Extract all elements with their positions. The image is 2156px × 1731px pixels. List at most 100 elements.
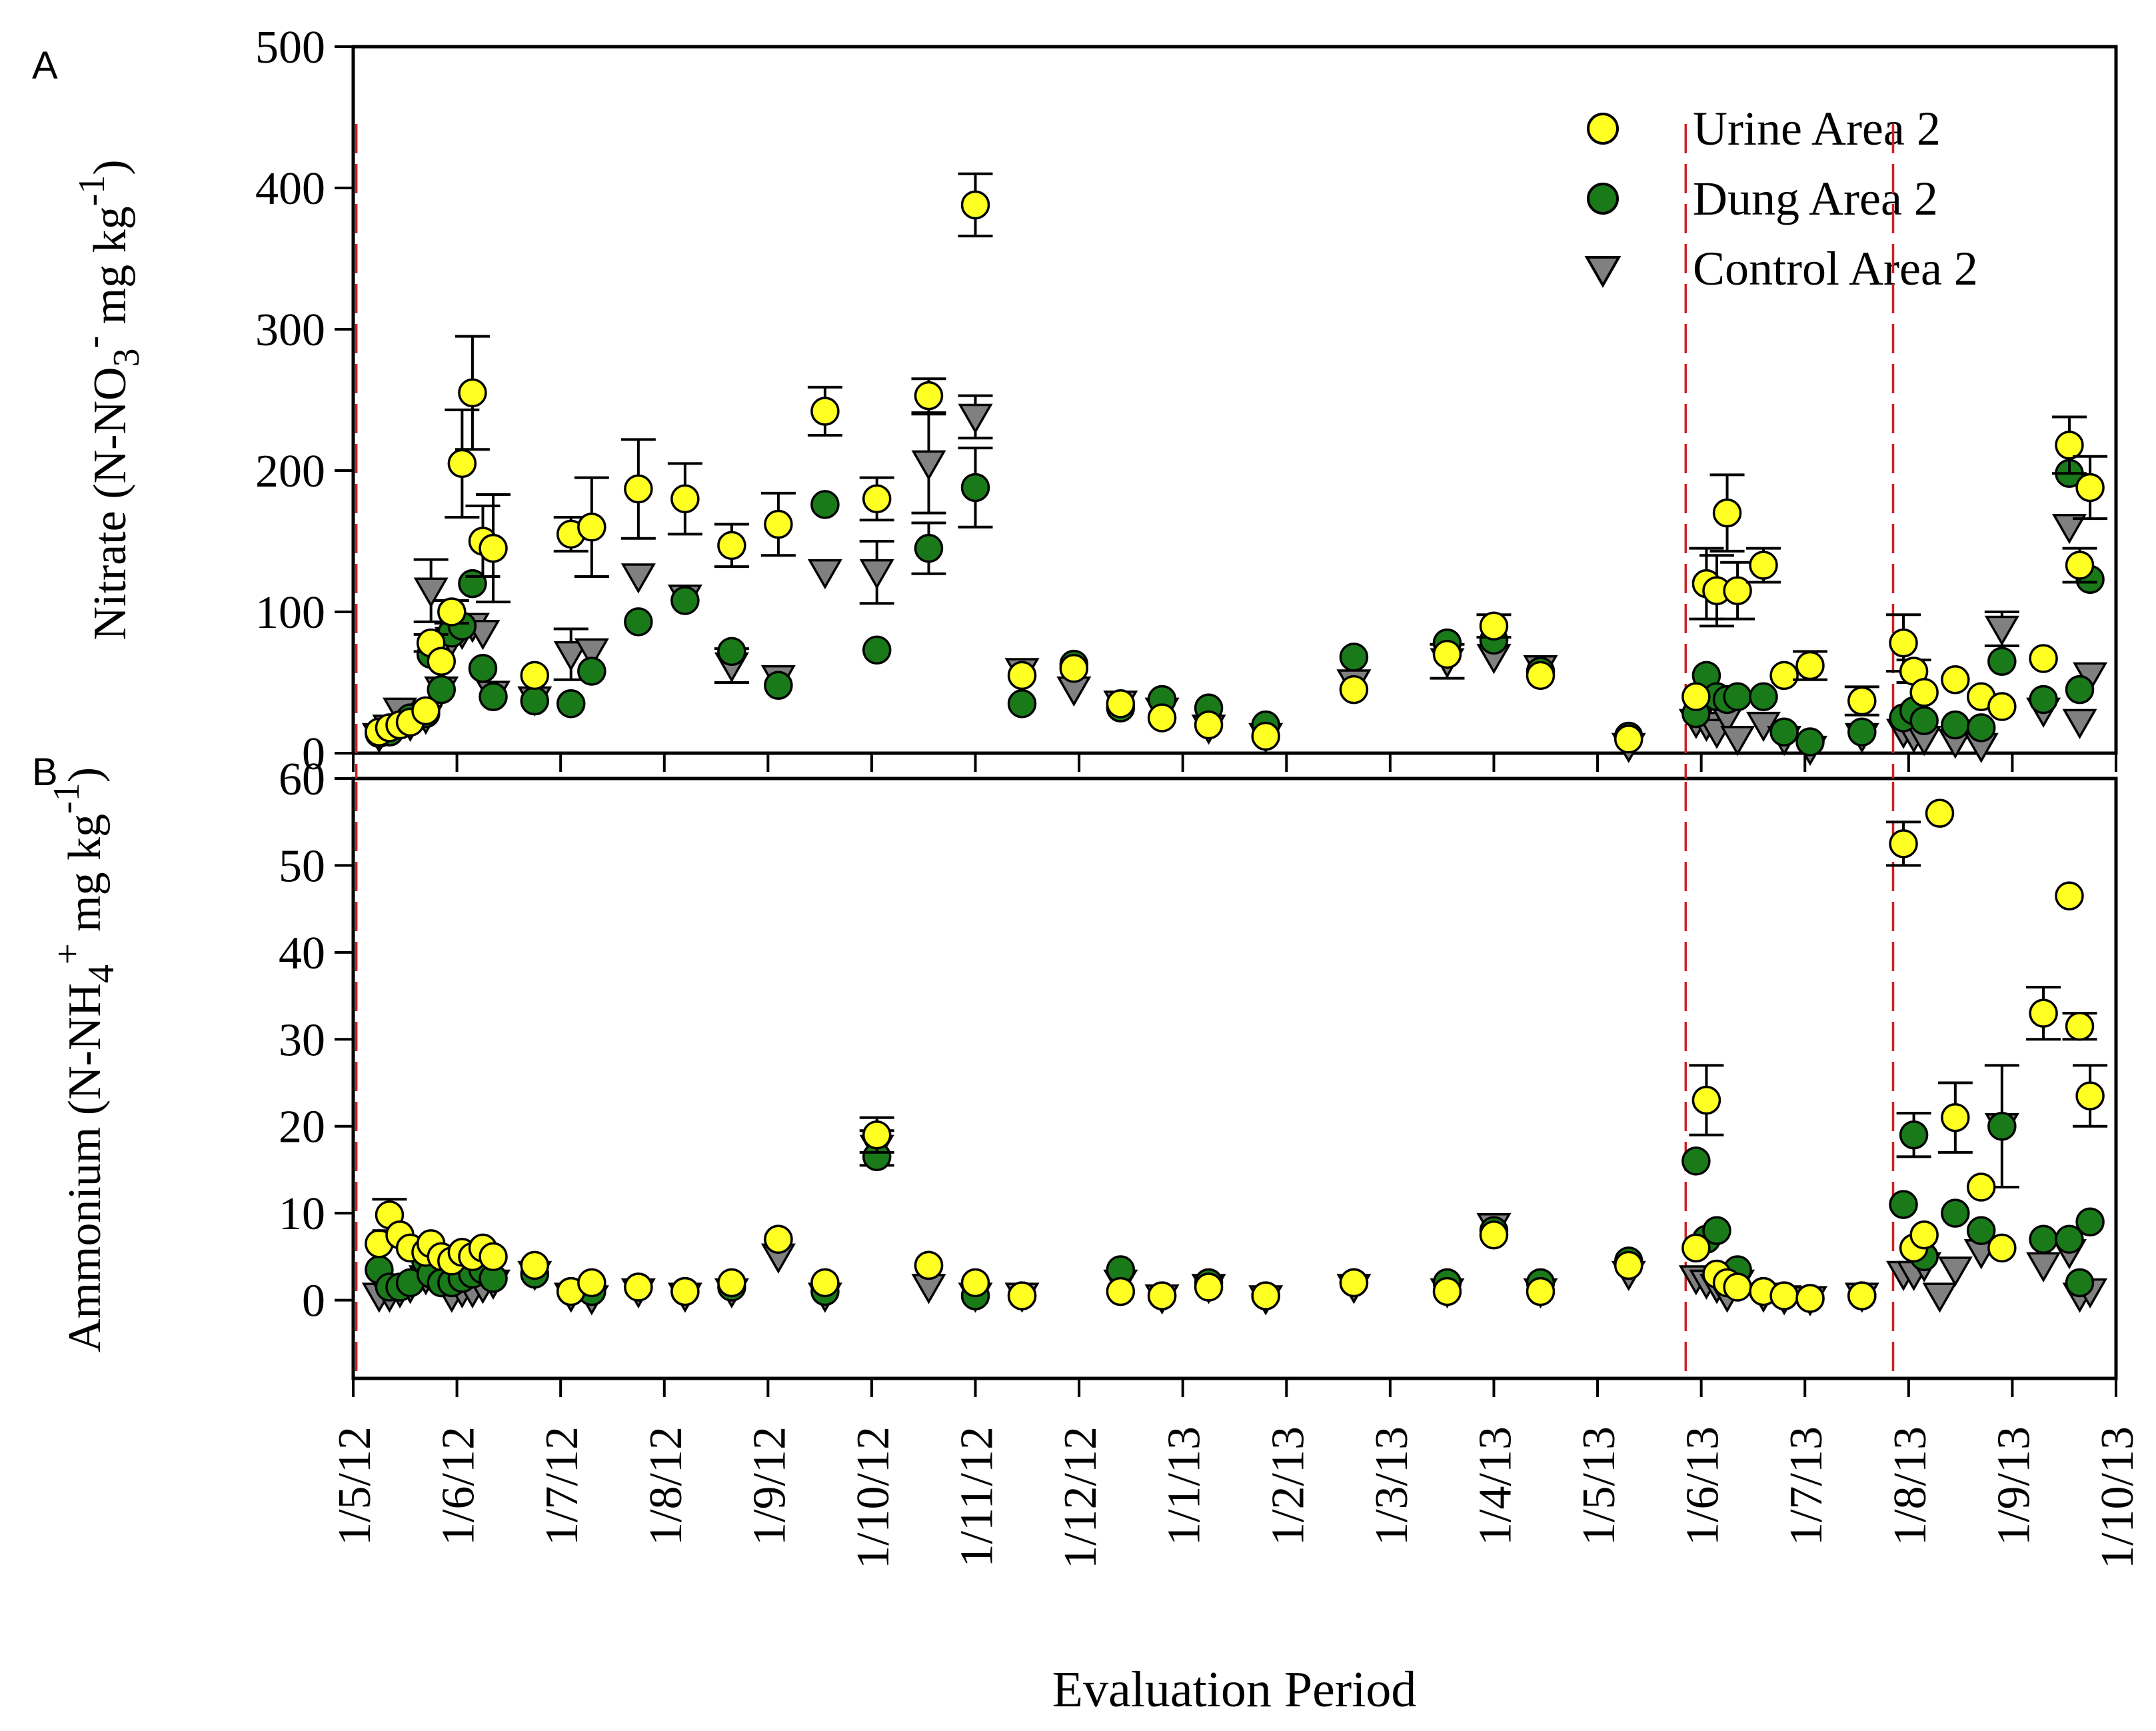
dung-area-2-point xyxy=(624,607,653,637)
x-tick-label: 1/5/13 xyxy=(1574,1426,1625,1546)
urine-area-2-point xyxy=(1723,1272,1752,1302)
dung-area-2-point xyxy=(1847,717,1877,747)
urine-area-2-point xyxy=(1987,692,2017,721)
control-area-2-point xyxy=(620,563,656,594)
dung-area-2-point xyxy=(520,686,550,716)
urine-area-2-point xyxy=(1614,725,1643,754)
panel-b-label: B xyxy=(32,751,58,794)
urine-area-2-point xyxy=(1691,1085,1721,1115)
control-area-2-point xyxy=(911,450,946,481)
x-tick-label: 1/6/13 xyxy=(1677,1426,1729,1546)
dung-area-2-point xyxy=(2065,675,2095,705)
urine-area-2-point xyxy=(1007,661,1037,691)
marks-layer xyxy=(361,172,2108,1316)
x-tick-label: 1/7/12 xyxy=(537,1426,588,1546)
urine-area-2-point xyxy=(862,1120,892,1150)
urine-area-2-point xyxy=(1251,721,1280,751)
x-tick-label: 1/1/13 xyxy=(1159,1426,1210,1546)
urine-area-2-point xyxy=(1925,799,1955,828)
legend-control-marker xyxy=(1584,256,1621,289)
urine-area-2-point xyxy=(862,484,892,514)
urine-area-2-point xyxy=(1147,703,1177,733)
legend-dung-marker xyxy=(1587,183,1619,215)
legend-control-label: Control Area 2 xyxy=(1693,242,1978,295)
dung-area-2-point xyxy=(960,473,990,503)
y-tick-label: 200 xyxy=(255,446,325,497)
urine-area-2-point xyxy=(914,1250,944,1280)
urine-area-2-point xyxy=(2055,431,2084,460)
urine-area-2-point xyxy=(1795,651,1825,681)
dung-area-2-point xyxy=(1909,706,1939,735)
panel-a-label: A xyxy=(32,44,58,87)
x-tick-label: 1/9/12 xyxy=(744,1426,795,1546)
x-tick-label: 1/11/12 xyxy=(952,1426,1003,1567)
urine-area-2-point xyxy=(520,661,550,691)
urine-area-2-point xyxy=(1526,1276,1556,1306)
urine-area-2-point xyxy=(717,1268,746,1298)
urine-area-2-point xyxy=(1251,1281,1280,1310)
control-area-2-point xyxy=(2051,514,2087,545)
control-area-2-point xyxy=(859,559,894,590)
legend: Urine Area 2 Dung Area 2 Control Area 2 xyxy=(1584,102,1978,295)
urine-area-2-point xyxy=(1147,1281,1177,1310)
y-tick-label: 300 xyxy=(255,305,325,356)
urine-area-2-point xyxy=(1194,1272,1224,1302)
control-area-2-point xyxy=(1984,615,2019,646)
urine-area-2-point xyxy=(1059,654,1089,683)
y-tick-label: 30 xyxy=(279,1014,325,1066)
urine-area-2-point xyxy=(427,647,456,676)
urine-area-2-point xyxy=(1889,628,1918,658)
control-area-2-point xyxy=(574,638,609,669)
x-axis-title: Evaluation Period xyxy=(1052,1662,1417,1718)
y-tick-label: 40 xyxy=(279,928,325,979)
dung-area-2-point xyxy=(1795,727,1825,757)
urine-area-2-point xyxy=(717,531,746,561)
dung-area-2-point xyxy=(862,635,892,665)
dung-area-2-point xyxy=(1007,689,1037,719)
urine-area-2-point xyxy=(447,449,477,479)
axes-layer: 0 100 200 300 400 500 0 10 20 30 40 50 60 1/5/12 1/6/1… xyxy=(255,22,2143,1569)
y-tick-label: 60 xyxy=(279,754,325,805)
dung-area-2-point xyxy=(1941,710,1970,740)
dung-area-2-point xyxy=(2029,685,2058,715)
control-area-2-point xyxy=(807,559,842,590)
dung-area-2-point xyxy=(1987,647,2017,676)
urine-area-2-point xyxy=(479,533,508,563)
dung-area-2-point xyxy=(1941,1198,1970,1228)
urine-area-2-point xyxy=(577,513,606,542)
dung-area-2-point xyxy=(1987,1111,2017,1141)
dung-area-2-point xyxy=(577,657,606,686)
x-tick-label: 1/10/13 xyxy=(2092,1426,2143,1569)
dung-area-2-point xyxy=(1339,643,1369,672)
urine-area-2-point xyxy=(577,1268,606,1298)
urine-area-2-point xyxy=(458,378,487,408)
urine-area-2-point xyxy=(2029,644,2058,673)
dung-area-2-point xyxy=(556,689,586,719)
dung-area-2-point xyxy=(1769,717,1799,747)
urine-area-2-point xyxy=(2065,1011,2095,1041)
control-area-2-point xyxy=(958,403,993,434)
dung-area-2-point xyxy=(427,675,456,705)
urine-area-2-point xyxy=(1479,611,1509,641)
x-tick-label: 1/12/12 xyxy=(1055,1426,1106,1569)
urine-area-2-point xyxy=(1847,1281,1877,1310)
plot-b-frame xyxy=(351,777,2118,1380)
dung-area-2-point xyxy=(1702,1216,1731,1246)
plot-a-frame xyxy=(351,45,2118,755)
urine-area-2-point xyxy=(764,509,793,539)
urine-area-2-point xyxy=(1339,1268,1369,1298)
urine-area-2-point xyxy=(960,1268,990,1298)
urine-area-2-point xyxy=(1909,1220,1939,1250)
x-tick-label: 1/3/13 xyxy=(1366,1426,1418,1546)
y-tick-label: 10 xyxy=(279,1188,325,1240)
y-tick-label: 50 xyxy=(279,841,325,892)
urine-area-2-point xyxy=(764,1224,793,1254)
y-tick-label: 0 xyxy=(302,1276,325,1327)
urine-area-2-point xyxy=(437,597,467,627)
dung-area-2-point xyxy=(1749,682,1778,711)
urine-area-2-point xyxy=(1479,1220,1509,1250)
x-tick-label: 1/8/13 xyxy=(1885,1426,1936,1546)
urine-area-2-point xyxy=(1723,576,1752,605)
x-tick-label: 1/4/13 xyxy=(1470,1426,1521,1546)
dung-area-2-point xyxy=(1899,1120,1929,1150)
